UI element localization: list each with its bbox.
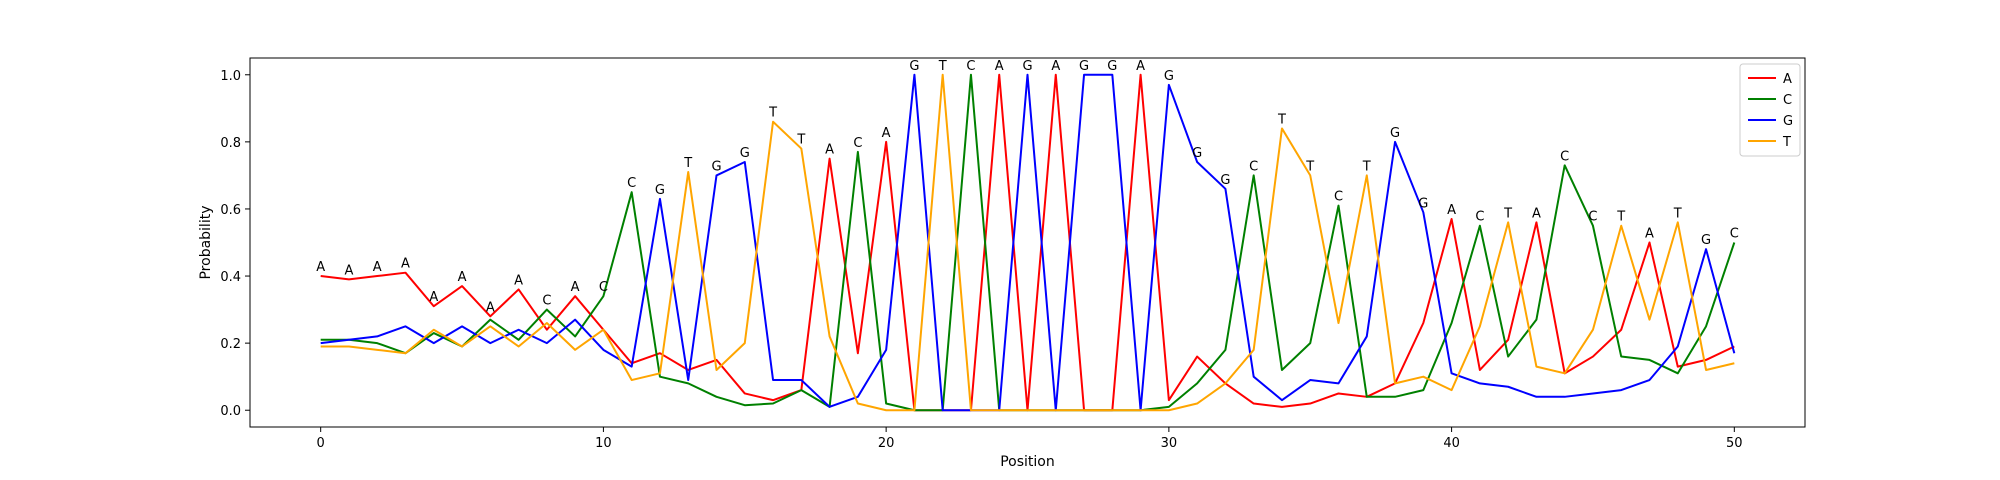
annotation-label: A bbox=[1645, 227, 1654, 242]
annotation-label: T bbox=[938, 59, 947, 74]
y-tick-label: 0.4 bbox=[220, 270, 241, 285]
annotation-label: A bbox=[373, 260, 382, 275]
y-tick-label: 0.6 bbox=[220, 203, 241, 218]
annotation-label: T bbox=[683, 156, 692, 171]
y-tick-label: 1.0 bbox=[220, 69, 241, 84]
annotation-label: A bbox=[995, 59, 1004, 74]
annotation-label: A bbox=[316, 260, 325, 275]
annotation-label: A bbox=[1051, 59, 1060, 74]
annotation-label: G bbox=[1107, 59, 1117, 74]
annotation-label: C bbox=[1588, 210, 1597, 225]
y-tick-label: 0.0 bbox=[220, 404, 241, 419]
annotation-label: C bbox=[599, 280, 608, 295]
annotation-label: G bbox=[1164, 69, 1174, 84]
annotation-label: T bbox=[1362, 159, 1371, 174]
annotation-label: A bbox=[345, 263, 354, 278]
legend-label-A: A bbox=[1783, 72, 1792, 87]
axes-frame bbox=[249, 57, 1806, 428]
x-tick-label: 10 bbox=[595, 436, 612, 451]
annotation-label: A bbox=[1532, 206, 1541, 221]
annotation-label: G bbox=[740, 146, 750, 161]
annotation-label: T bbox=[768, 106, 777, 121]
annotation-label: C bbox=[1560, 149, 1569, 164]
annotation-label: C bbox=[542, 294, 551, 309]
x-axis-label: Position bbox=[1000, 454, 1055, 470]
annotation-label: A bbox=[486, 300, 495, 315]
x-tick-label: 40 bbox=[1443, 436, 1460, 451]
series-line-T bbox=[320, 73, 1735, 412]
annotation-label: C bbox=[1249, 159, 1258, 174]
x-tick-label: 20 bbox=[878, 436, 895, 451]
series-lines bbox=[320, 73, 1736, 412]
y-tick-label: 0.8 bbox=[220, 136, 241, 151]
legend-label-C: C bbox=[1783, 93, 1792, 108]
annotation-label: A bbox=[458, 270, 467, 285]
y-axis-label: Probability bbox=[198, 205, 214, 279]
annotation-label: A bbox=[401, 257, 410, 272]
legend-frame bbox=[1739, 63, 1801, 157]
annotation-label: T bbox=[1503, 206, 1512, 221]
x-tick-label: 50 bbox=[1726, 436, 1743, 451]
x-tick-label: 0 bbox=[317, 436, 325, 451]
annotation-label: C bbox=[966, 59, 975, 74]
annotation-label: T bbox=[796, 133, 805, 148]
annotation-label: T bbox=[1616, 210, 1625, 225]
annotation-label: T bbox=[1673, 206, 1682, 221]
annotation-label: C bbox=[1334, 190, 1343, 205]
annotation-label: A bbox=[1447, 203, 1456, 218]
point-annotations: A A A A A A A A C A C C G T G G T T A C A G T C A G A G G A G G G C T T C T G G… bbox=[316, 59, 1739, 316]
series-line-G bbox=[320, 73, 1736, 412]
annotation-label: G bbox=[1079, 59, 1089, 74]
annotation-label: G bbox=[1701, 233, 1711, 248]
annotation-label: C bbox=[853, 136, 862, 151]
annotation-label: C bbox=[627, 176, 636, 191]
legend-label-T: T bbox=[1782, 135, 1791, 150]
annotation-label: G bbox=[711, 159, 721, 174]
annotation-label: A bbox=[571, 280, 580, 295]
annotation-label: G bbox=[1418, 196, 1428, 211]
y-tick-label: 0.2 bbox=[220, 337, 241, 352]
annotation-label: A bbox=[882, 126, 891, 141]
annotation-label: G bbox=[655, 183, 665, 198]
annotation-label: T bbox=[1305, 159, 1314, 174]
annotation-label: A bbox=[514, 273, 523, 288]
plot-area bbox=[249, 57, 1806, 428]
annotation-label: G bbox=[1192, 146, 1202, 161]
axis-ticks: 0 10 20 30 40 50 0.0 0.2 0.4 0.6 0.8 1.0 bbox=[220, 69, 1742, 451]
annotation-label: T bbox=[1277, 112, 1286, 127]
annotation-label: C bbox=[1730, 227, 1739, 242]
legend-label-G: G bbox=[1783, 114, 1793, 129]
x-tick-label: 30 bbox=[1161, 436, 1178, 451]
annotation-label: A bbox=[825, 143, 834, 158]
annotation-label: A bbox=[1136, 59, 1145, 74]
annotation-label: G bbox=[1220, 173, 1230, 188]
annotation-label: G bbox=[909, 59, 919, 74]
annotation-label: C bbox=[1475, 210, 1484, 225]
annotation-label: A bbox=[429, 290, 438, 305]
annotation-label: G bbox=[1022, 59, 1032, 74]
annotation-label: G bbox=[1390, 126, 1400, 141]
